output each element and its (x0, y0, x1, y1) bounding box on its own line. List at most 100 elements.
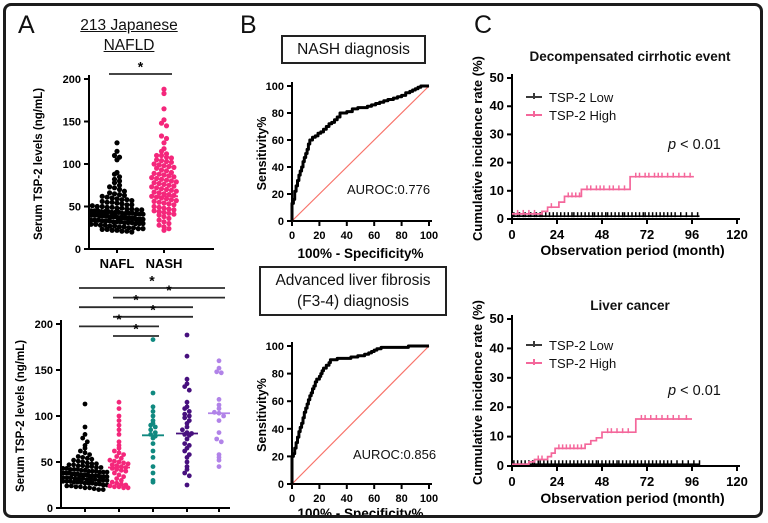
svg-text:24: 24 (550, 474, 565, 489)
svg-text:Sensitivity%: Sensitivity% (255, 117, 269, 191)
legend-label-high: TSP-2 High (549, 355, 617, 371)
km-decomp-legend: TSP-2 Low TSP-2 High (526, 89, 616, 123)
svg-text:40: 40 (490, 98, 504, 113)
svg-text:F3: F3 (180, 515, 195, 518)
svg-text:80: 80 (272, 369, 284, 381)
fibrosis-stage-beeswarm-chart: 0 50 100 150 200 F0 F1 F2 F3 F4 Serum TSP-2 levels… (15, 273, 230, 518)
p-value-text: < 0.01 (676, 383, 721, 399)
svg-text:80: 80 (272, 108, 284, 120)
series-F2 (148, 337, 158, 485)
panel-a-label: A (18, 11, 35, 39)
svg-text:100: 100 (266, 81, 284, 93)
svg-text:48: 48 (595, 227, 609, 242)
svg-text:20: 20 (490, 155, 504, 170)
legend-label-low: TSP-2 Low (549, 89, 614, 105)
svg-text:100: 100 (266, 341, 284, 353)
svg-text:10: 10 (490, 183, 504, 198)
svg-text:*: * (150, 301, 156, 317)
svg-text:96: 96 (685, 227, 699, 242)
nafl-nash-beeswarm-chart: 0 50 100 150 200 NAFL NASH Serum TSP-2 levels (… (33, 59, 214, 271)
tsp2-high-line-marker (526, 359, 542, 365)
svg-text:*: * (166, 282, 172, 298)
svg-text:24: 24 (550, 227, 565, 242)
svg-text:200: 200 (63, 74, 81, 86)
series-F1 (107, 399, 131, 491)
legend-label-low: TSP-2 Low (549, 337, 614, 353)
series-F0 (60, 401, 110, 492)
tsp2-low-line-marker (526, 93, 542, 99)
legend-row-high: TSP-2 High (526, 108, 616, 123)
svg-text:100: 100 (420, 230, 438, 242)
km-decomp-title: Decompensated cirrhotic event (529, 49, 731, 64)
series-NAFL (88, 140, 146, 235)
svg-text:Observation period (month): Observation period (month) (540, 242, 724, 258)
svg-text:50: 50 (69, 202, 81, 214)
panel-a-title-line2: NAFLD (103, 36, 155, 54)
p-value-decomp: p < 0.01 (668, 137, 721, 153)
svg-text:0: 0 (289, 230, 295, 242)
nash-diagnosis-box: NASH diagnosis (281, 35, 426, 64)
legend-row-low: TSP-2 Low (526, 337, 616, 353)
legend-row-high: TSP-2 High (526, 355, 617, 371)
svg-text:0: 0 (508, 227, 515, 242)
svg-text:150: 150 (35, 365, 53, 377)
svg-text:*: * (116, 311, 122, 327)
svg-text:0: 0 (289, 493, 295, 505)
svg-text:0: 0 (278, 479, 284, 491)
svg-text:50: 50 (490, 70, 504, 85)
svg-text:100: 100 (420, 493, 438, 505)
svg-text:Sensitivity%: Sensitivity% (255, 378, 269, 452)
svg-text:72: 72 (640, 474, 654, 489)
svg-text:*: * (138, 59, 144, 75)
figure: A B C 213 Japanese NAFLD 0 50 100 150 200 NAF… (3, 3, 763, 518)
series-F3 (180, 332, 195, 488)
svg-text:Serum TSP-2 levels (ng/mL): Serum TSP-2 levels (ng/mL) (33, 88, 45, 240)
svg-text:96: 96 (685, 474, 699, 489)
svg-text:Cumulative incidence rate (%): Cumulative incidence rate (%) (470, 56, 485, 241)
svg-text:40: 40 (341, 493, 353, 505)
svg-text:80: 80 (395, 230, 407, 242)
svg-text:Serum TSP-2 levels (ng/mL): Serum TSP-2 levels (ng/mL) (15, 340, 27, 492)
p-value-text: < 0.01 (676, 137, 721, 153)
svg-text:72: 72 (640, 227, 654, 242)
svg-text:20: 20 (490, 399, 504, 414)
svg-text:40: 40 (272, 424, 284, 436)
svg-text:48: 48 (595, 474, 609, 489)
km-curve-TSP-2 High (512, 175, 694, 215)
svg-text:20: 20 (272, 451, 284, 463)
svg-text:F1: F1 (112, 515, 127, 518)
svg-text:100: 100 (35, 411, 53, 423)
svg-text:0: 0 (278, 216, 284, 228)
panel-c-label: C (474, 11, 493, 39)
advanced-fibrosis-box-line2: (F3-4) diagnosis (297, 293, 409, 310)
series-NASH (149, 86, 179, 233)
svg-text:60: 60 (272, 135, 284, 147)
svg-text:40: 40 (490, 340, 504, 355)
svg-text:20: 20 (313, 230, 325, 242)
auroc-value-f34: AUROC:0.856 (353, 447, 437, 462)
series-F4 (212, 358, 227, 469)
svg-text:100% - Specificity%: 100% - Specificity% (297, 506, 423, 518)
tsp2-high-line-marker (526, 111, 542, 117)
svg-text:40: 40 (341, 230, 353, 242)
svg-text:100: 100 (63, 159, 81, 171)
svg-text:F0: F0 (78, 515, 93, 518)
svg-text:0: 0 (497, 458, 504, 473)
svg-text:*: * (133, 292, 139, 308)
svg-text:100% - Specificity%: 100% - Specificity% (297, 246, 423, 261)
svg-text:120: 120 (726, 474, 748, 489)
svg-text:0: 0 (497, 211, 504, 226)
panel-a-title: 213 Japanese NAFLD (58, 16, 200, 55)
svg-text:F4: F4 (212, 515, 227, 518)
svg-text:50: 50 (490, 311, 504, 326)
svg-text:*: * (149, 273, 155, 289)
svg-text:0: 0 (47, 503, 53, 515)
panel-a-title-line1: 213 Japanese (80, 17, 178, 34)
km-cancer-legend: TSP-2 Low TSP-2 High (526, 337, 617, 371)
svg-text:150: 150 (63, 117, 81, 129)
svg-text:NASH: NASH (146, 256, 183, 271)
svg-text:60: 60 (368, 230, 380, 242)
roc-nash-chart: 0 20 40 60 80 100 0 20 40 60 80 100 100% - Specifici… (255, 81, 438, 261)
